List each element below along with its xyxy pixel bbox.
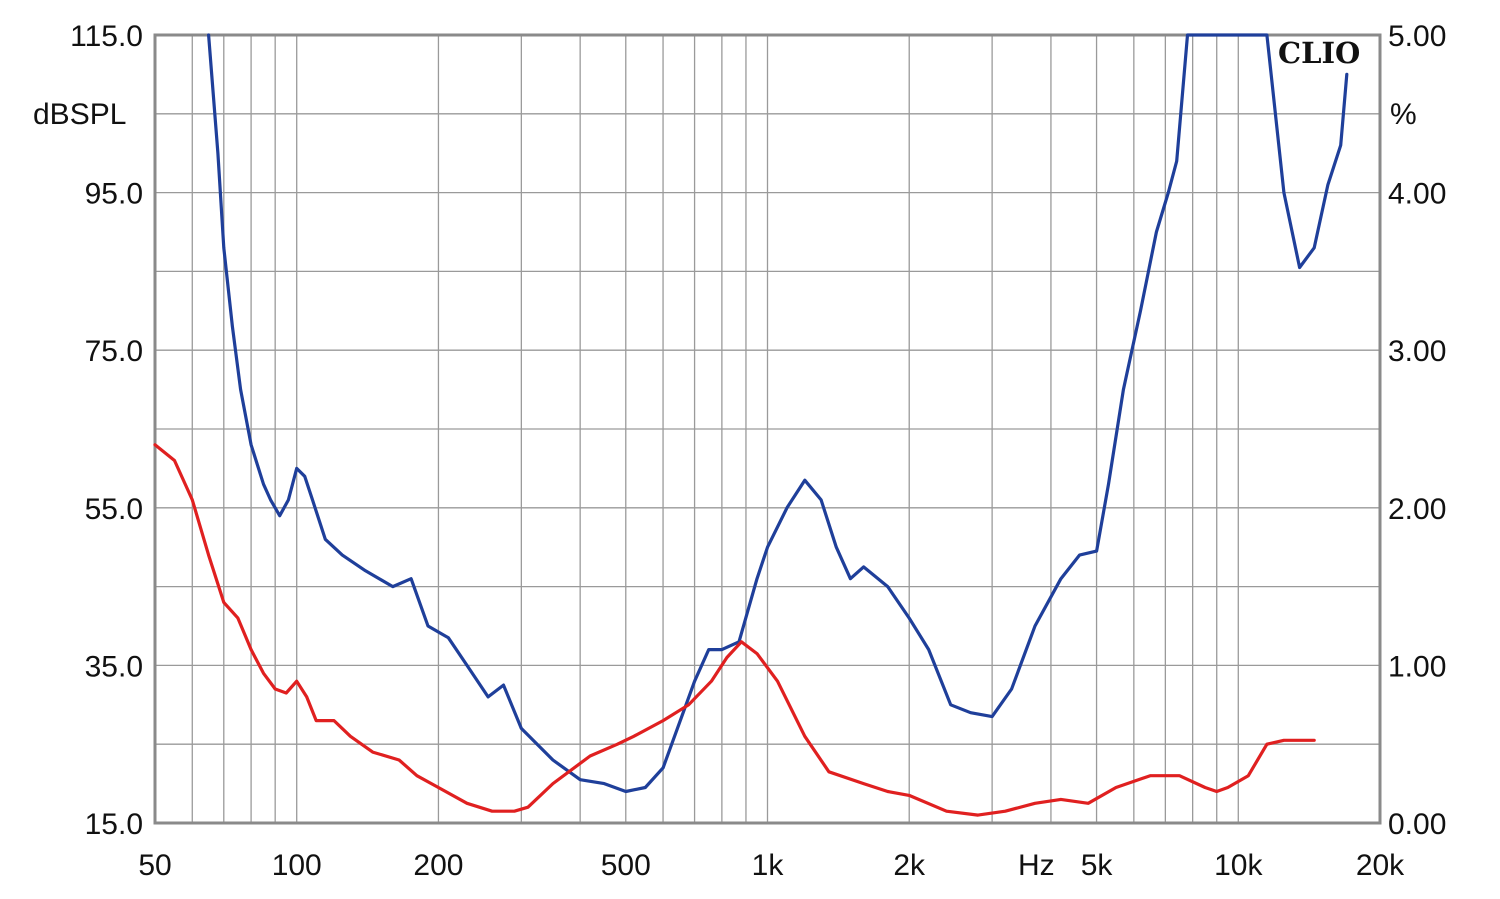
x-tick-label: 2k: [893, 849, 926, 882]
label-layer: 50 100 200 500 1k 2k 5k 10k 20k 115.0 95.0 75.0 55.0…: [70, 20, 1446, 882]
x-tick-label: 500: [601, 849, 651, 882]
series-layer: [153, 33, 1349, 817]
left-axis-unit: dBSPL: [33, 98, 126, 131]
left-tick-label: 75.0: [85, 335, 143, 368]
x-tick-label: 200: [413, 849, 463, 882]
series-line-1: [207, 33, 1349, 794]
x-tick-label: 1k: [752, 849, 785, 882]
clio-logo: CLIO: [1278, 36, 1360, 70]
left-tick-label: 35.0: [85, 650, 143, 683]
right-tick-label: 5.00: [1388, 20, 1446, 53]
left-tick-label: 95.0: [85, 178, 143, 211]
x-tick-label: 20k: [1356, 849, 1405, 882]
x-tick-label: 100: [272, 849, 322, 882]
grid-layer: [155, 35, 1380, 823]
right-tick-label: 3.00: [1388, 335, 1446, 368]
left-tick-label: 115.0: [70, 20, 143, 53]
x-tick-label: 5k: [1081, 849, 1114, 882]
x-tick-label: 10k: [1214, 849, 1263, 882]
x-axis-unit: Hz: [1018, 849, 1055, 882]
right-axis-unit: %: [1390, 98, 1417, 131]
x-tick-label: 50: [138, 849, 171, 882]
left-tick-label: 55.0: [85, 493, 143, 526]
right-tick-label: 4.00: [1388, 178, 1446, 211]
series-line-2: [153, 443, 1316, 817]
right-tick-label: 1.00: [1388, 650, 1446, 683]
left-tick-label: 15.0: [85, 808, 143, 841]
right-tick-label: 0.00: [1388, 808, 1446, 841]
right-tick-label: 2.00: [1388, 493, 1446, 526]
plot-frame: [153, 33, 1382, 825]
